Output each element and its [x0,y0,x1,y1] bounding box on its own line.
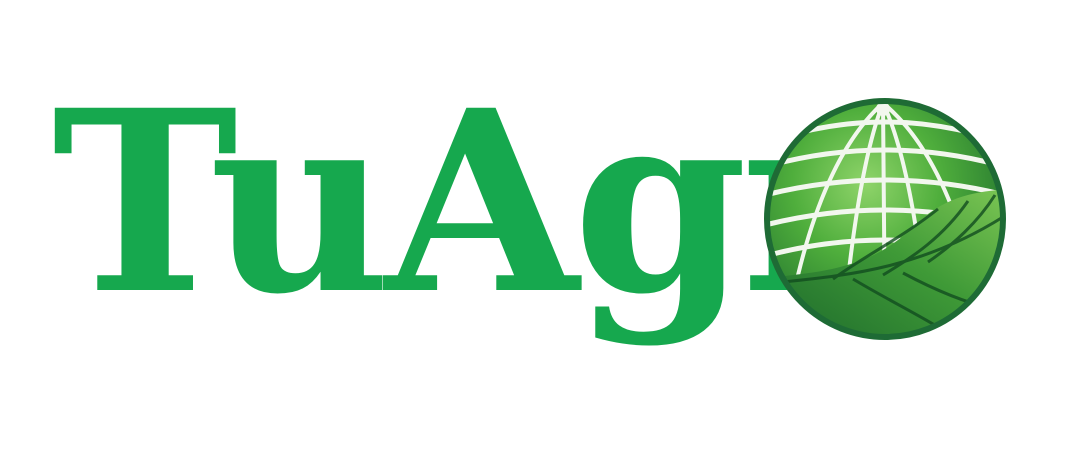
brand-wordmark: TuAgr [52,55,873,349]
globe-leaf-icon [764,98,1006,340]
